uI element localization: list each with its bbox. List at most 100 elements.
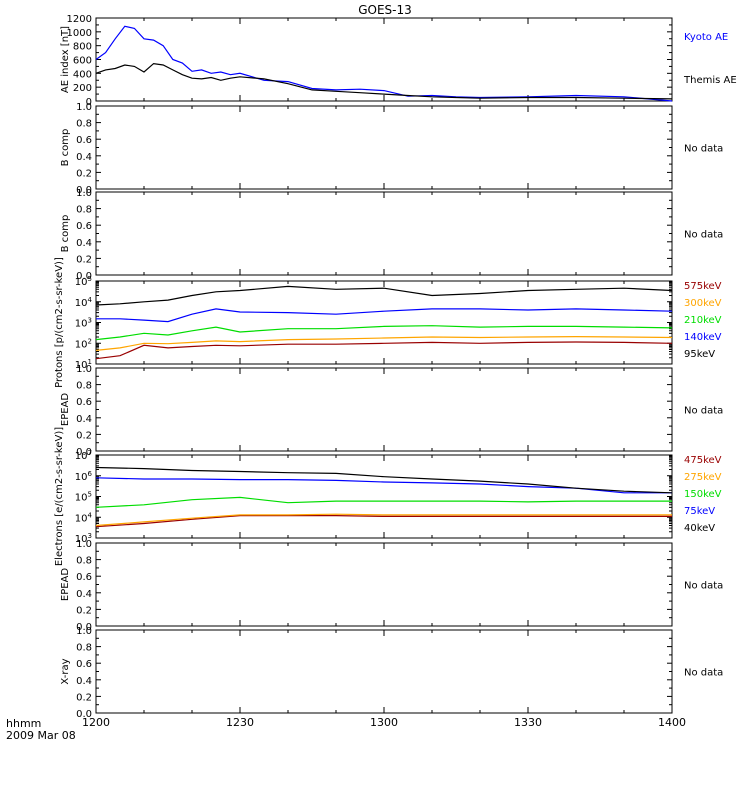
legend-entry: 475keV [684,455,722,466]
x-tick-label: 1330 [514,716,542,729]
series-line-140kev [96,308,673,323]
y-tick-label: 1.0 [76,188,92,199]
panel-7: 0.0 0.2 0.4 0.6 0.8 1.0 EPEAD No data [60,539,723,633]
y-tick-label: 0.6 [76,135,92,146]
y-tick-label: 0.0 [76,185,92,196]
y-tick-label: 104 [75,511,93,524]
no-data-note: No data [684,406,723,417]
y-tick-label: 800 [73,42,92,53]
no-data-note: No data [684,581,723,592]
series-line-themis-ae [95,62,673,100]
y-tick-label: 0.0 [76,709,92,720]
y-axis-label: B comp [60,129,71,167]
y-tick-label: 1.0 [76,364,92,375]
panel-4: 101 102 103 104 105 Protons [p/(cm2-s-sr-keV)… [54,257,722,388]
panel-2: 0.0 0.2 0.4 0.6 0.8 1.0 B comp No data [60,102,723,196]
y-tick-label: 0.8 [76,119,92,130]
y-axis-label: Electrons [e/(cm2-s-sr-keV)] [54,427,65,566]
series-line-475kev [95,514,672,528]
series-line-95kev [95,285,673,306]
y-axis-label: Protons [p/(cm2-s-sr-keV)] [54,257,65,388]
legend-entry: 95keV [684,349,715,360]
y-axis-label: EPEAD [60,393,71,427]
legend-entry: 300keV [684,298,722,309]
y-tick-label: 0.6 [76,221,92,232]
no-data-note: No data [684,230,723,241]
y-tick-label: 0.2 [76,430,92,441]
y-tick-label: 1.0 [76,102,92,113]
series-line-275kev [95,513,672,527]
legend-entry: 140keV [684,332,722,343]
panel-5: 0.0 0.2 0.4 0.6 0.8 1.0 EPEAD No data [60,364,723,458]
y-tick-label: 1.0 [76,539,92,550]
x-tick-label: 1400 [658,716,686,729]
y-tick-label: 1.0 [76,626,92,637]
date-label: 2009 Mar 08 [6,729,76,742]
panel-frame [95,280,673,365]
legend-entry: 40keV [684,523,715,534]
figure-title: GOES-13 [358,3,412,17]
y-tick-label: 0.4 [76,238,92,249]
legend-entry: 275keV [684,472,722,483]
panel-8: 0.0 0.2 0.4 0.6 0.8 1.0 X-ray No data [60,626,723,720]
y-tick-label: 0.4 [76,414,92,425]
y-axis-label: X-ray [60,658,71,684]
series-line-40kev [95,466,673,494]
y-axis-label: B comp [60,215,71,253]
series-line-kyoto-ae [95,25,673,102]
no-data-note: No data [684,668,723,679]
y-tick-label: 0.4 [76,589,92,600]
panel-frame [95,105,673,190]
series-line-75kev [95,477,672,494]
y-axis-label: EPEAD [60,568,71,602]
y-tick-label: 107 [75,449,92,462]
y-tick-label: 103 [75,532,92,545]
panel-frame [95,542,673,627]
y-tick-label: 0.8 [76,205,92,216]
panel-frame [95,191,673,276]
series-line-575kev [95,341,673,360]
x-tick-label: 1300 [370,716,398,729]
y-tick-label: 0.0 [76,622,92,633]
x-tick-label: 1230 [226,716,254,729]
series-line-300kev [95,335,673,351]
y-tick-label: 0.2 [76,168,92,179]
y-tick-label: 103 [75,317,92,330]
series-line-150kev [95,496,672,508]
y-tick-label: 0.8 [76,381,92,392]
no-data-note: No data [684,144,723,155]
legend-entry: 575keV [684,281,722,292]
y-tick-label: 600 [73,56,92,67]
panel-3: 0.0 0.2 0.4 0.6 0.8 1.0 B comp No data [60,188,723,282]
y-tick-label: 0.6 [76,572,92,583]
y-tick-label: 105 [75,275,92,288]
y-tick-label: 1000 [67,28,92,39]
y-tick-label: 104 [75,296,93,309]
x-tick-label: 1200 [82,716,110,729]
y-axis-label: AE index [nT] [60,26,71,93]
y-tick-label: 0.8 [76,556,92,567]
legend-entry: 210keV [684,315,722,326]
panel-6: 103 104 105 106 107 Electrons [e/(cm2-s-sr-ke… [54,427,722,566]
y-tick-label: 0.0 [76,271,92,282]
panel-frame [95,367,673,452]
y-tick-label: 0.0 [76,447,92,458]
y-tick-label: 0.6 [76,659,92,670]
y-tick-label: 106 [75,470,93,483]
panel-frame [95,17,673,102]
y-tick-label: 0.2 [76,254,92,265]
y-tick-label: 1200 [67,14,92,25]
y-tick-label: 0.6 [76,397,92,408]
panel-frame [95,454,673,539]
y-tick-label: 105 [75,491,92,504]
x-axis: 1200 1230 1300 1330 1400 [82,716,686,729]
panel-frame [95,629,673,714]
time-label: hhmm [6,717,41,730]
y-tick-label: 0.2 [76,692,92,703]
series-line-210kev [95,325,673,341]
legend-entry: Themis AE [683,75,737,86]
legend-entry: Kyoto AE [684,32,728,43]
